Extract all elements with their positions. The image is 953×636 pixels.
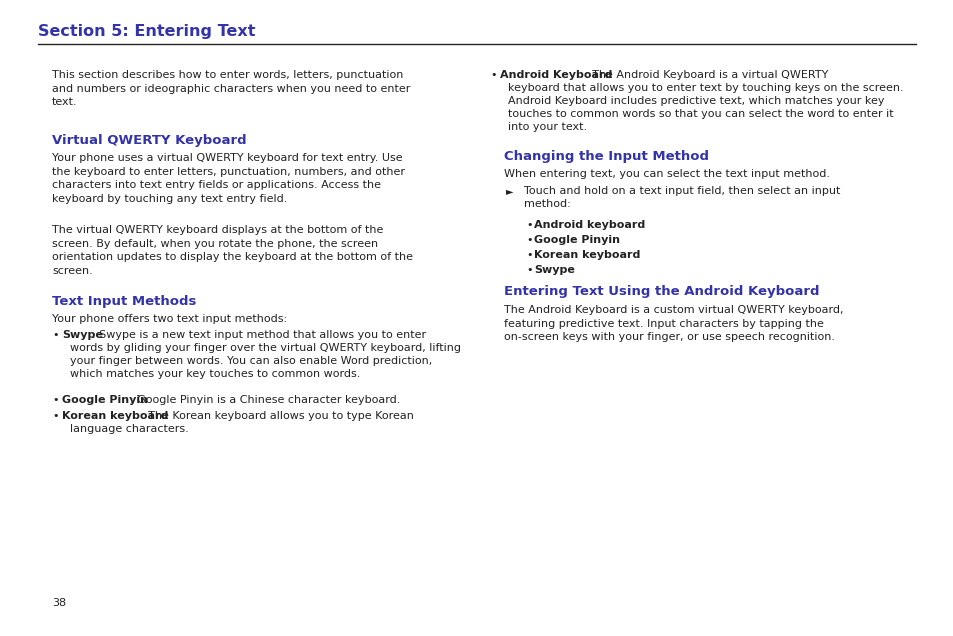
Text: : Swype is a new text input method that allows you to enter: : Swype is a new text input method that …: [91, 330, 426, 340]
Text: Touch and hold on a text input field, then select an input: Touch and hold on a text input field, th…: [523, 186, 840, 196]
Text: The virtual QWERTY keyboard displays at the bottom of the
screen. By default, wh: The virtual QWERTY keyboard displays at …: [52, 225, 413, 276]
Text: : The Android Keyboard is a virtual QWERTY: : The Android Keyboard is a virtual QWER…: [584, 70, 827, 80]
Text: Android keyboard: Android keyboard: [534, 220, 644, 230]
Text: ►: ►: [505, 186, 513, 196]
Text: Android Keyboard: Android Keyboard: [499, 70, 612, 80]
Text: When entering text, you can select the text input method.: When entering text, you can select the t…: [503, 169, 829, 179]
Text: : The Korean keyboard allows you to type Korean: : The Korean keyboard allows you to type…: [141, 411, 414, 421]
Text: Swype: Swype: [62, 330, 103, 340]
Text: Entering Text Using the Android Keyboard: Entering Text Using the Android Keyboard: [503, 285, 819, 298]
Text: which matches your key touches to common words.: which matches your key touches to common…: [70, 369, 360, 379]
Text: Korean keyboard: Korean keyboard: [62, 411, 168, 421]
Text: The Android Keyboard is a custom virtual QWERTY keyboard,
featuring predictive t: The Android Keyboard is a custom virtual…: [503, 305, 842, 342]
Text: Korean keyboard: Korean keyboard: [534, 250, 639, 260]
Text: •: •: [525, 235, 532, 245]
Text: Swype: Swype: [534, 265, 575, 275]
Text: This section describes how to enter words, letters, punctuation
and numbers or i: This section describes how to enter word…: [52, 70, 410, 107]
Text: Google Pinyin: Google Pinyin: [62, 395, 148, 405]
Text: your finger between words. You can also enable Word prediction,: your finger between words. You can also …: [70, 356, 432, 366]
Text: language characters.: language characters.: [70, 424, 189, 434]
Text: •: •: [525, 220, 532, 230]
Text: •: •: [525, 265, 532, 275]
Text: Android Keyboard includes predictive text, which matches your key: Android Keyboard includes predictive tex…: [507, 96, 883, 106]
Text: •: •: [490, 70, 496, 80]
Text: Your phone uses a virtual QWERTY keyboard for text entry. Use
the keyboard to en: Your phone uses a virtual QWERTY keyboar…: [52, 153, 405, 204]
Text: •: •: [525, 250, 532, 260]
Text: method:: method:: [523, 199, 570, 209]
Text: Section 5: Entering Text: Section 5: Entering Text: [38, 24, 255, 39]
Text: keyboard that allows you to enter text by touching keys on the screen.: keyboard that allows you to enter text b…: [507, 83, 902, 93]
Text: Virtual QWERTY Keyboard: Virtual QWERTY Keyboard: [52, 134, 247, 147]
Text: Google Pinyin: Google Pinyin: [534, 235, 619, 245]
Text: 38: 38: [52, 598, 66, 608]
Text: words by gliding your finger over the virtual QWERTY keyboard, lifting: words by gliding your finger over the vi…: [70, 343, 460, 353]
Text: into your text.: into your text.: [507, 122, 586, 132]
Text: •: •: [52, 330, 58, 340]
Text: •: •: [52, 395, 58, 405]
Text: Changing the Input Method: Changing the Input Method: [503, 150, 708, 163]
Text: Your phone offers two text input methods:: Your phone offers two text input methods…: [52, 314, 287, 324]
Text: touches to common words so that you can select the word to enter it: touches to common words so that you can …: [507, 109, 893, 119]
Text: Text Input Methods: Text Input Methods: [52, 295, 196, 308]
Text: •: •: [52, 411, 58, 421]
Text: : Google Pinyin is a Chinese character keyboard.: : Google Pinyin is a Chinese character k…: [130, 395, 400, 405]
